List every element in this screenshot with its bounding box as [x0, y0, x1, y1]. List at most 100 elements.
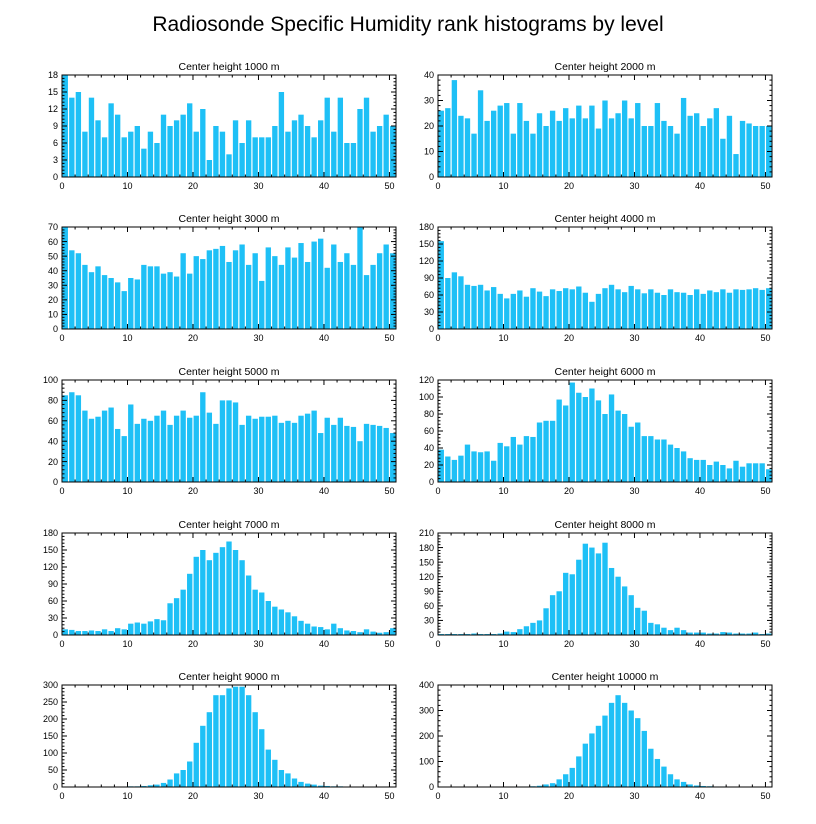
histogram-bar [337, 628, 344, 635]
histogram-bar [101, 275, 108, 329]
histogram-bar [648, 289, 654, 329]
histogram-bar [272, 606, 278, 635]
y-tick-label: 0 [429, 630, 434, 640]
x-tick-label: 30 [629, 333, 639, 343]
histogram-bar [88, 97, 95, 177]
histogram-bar [733, 633, 739, 635]
histogram-bar [213, 126, 219, 177]
histogram-bar [324, 417, 330, 482]
y-tick-label: 60 [424, 290, 434, 300]
histogram-bar [661, 766, 667, 787]
histogram-bar [200, 550, 206, 635]
histogram-bar [752, 463, 759, 482]
histogram-bar [265, 137, 271, 177]
histogram-bar [608, 567, 615, 635]
panel-title: Center height 8000 m [555, 519, 656, 531]
histogram-bar [674, 779, 680, 787]
histogram-bar [563, 108, 569, 177]
x-tick-label: 30 [629, 639, 639, 649]
histogram-bar [193, 556, 199, 635]
histogram-bar [576, 392, 582, 482]
histogram-bar [69, 97, 75, 177]
histogram-bar [82, 264, 88, 329]
histogram-bar [615, 576, 621, 635]
histogram-bar [311, 784, 317, 787]
histogram-bar [635, 289, 641, 329]
x-tick-label: 20 [564, 486, 574, 496]
histogram-bar [766, 288, 772, 329]
histogram-bar [82, 631, 88, 635]
histogram-bar [167, 272, 173, 329]
histogram-bar [318, 433, 324, 482]
histogram-bar [141, 623, 147, 635]
histogram-panel-5: Center height 5000 m 0 10 20 30 40 50 0 20 40 60 80… [43, 366, 397, 496]
histogram-bar [344, 143, 350, 177]
histogram-bar [311, 410, 317, 482]
histogram-bar [523, 436, 530, 482]
y-tick-label: 40 [424, 70, 434, 80]
x-tick-label: 40 [319, 639, 329, 649]
histogram-bar [654, 103, 661, 177]
histogram-bar [121, 629, 127, 635]
histogram-bar [160, 273, 167, 329]
histogram-bar [390, 628, 396, 635]
x-tick-label: 10 [498, 486, 508, 496]
histogram-bar [713, 108, 720, 177]
histogram-bar [523, 626, 530, 635]
histogram-bar [726, 115, 733, 177]
histogram-bar [344, 253, 350, 329]
histogram-bar [451, 459, 458, 482]
histogram-bar [667, 444, 674, 482]
y-tick-label: 80 [48, 396, 58, 406]
histogram-bar [219, 131, 226, 177]
histogram-bar [595, 725, 602, 787]
histogram-bar [510, 436, 516, 482]
histogram-bar [648, 436, 654, 482]
histogram-bar [114, 428, 121, 482]
y-tick-label: 50 [48, 765, 58, 775]
y-tick-label: 0 [429, 172, 434, 182]
x-tick-label: 10 [122, 791, 132, 801]
histogram-bar [445, 278, 451, 329]
y-tick-label: 210 [419, 528, 434, 538]
histogram-bar [654, 292, 661, 329]
y-tick-label: 60 [424, 426, 434, 436]
histogram-bar [95, 120, 101, 177]
y-tick-label: 12 [48, 104, 58, 114]
y-tick-label: 300 [419, 706, 434, 716]
histogram-bar [245, 695, 252, 787]
histogram-bar [602, 100, 608, 177]
histogram-bar [128, 404, 134, 482]
histogram-bar [726, 632, 733, 635]
histogram-bar [694, 113, 700, 177]
histogram-bar [504, 103, 510, 177]
histogram-bar [615, 410, 621, 482]
histogram-bar [285, 420, 291, 482]
histogram-bar [239, 686, 245, 787]
histogram-bar [556, 591, 562, 635]
histogram-bar [582, 292, 589, 329]
histogram-bar [101, 137, 108, 177]
histogram-bar [504, 298, 510, 329]
histogram-bar [510, 133, 516, 177]
histogram-bar [490, 460, 497, 482]
x-tick-label: 40 [319, 333, 329, 343]
histogram-bar [556, 779, 562, 787]
histogram-bar [311, 241, 317, 329]
histogram-bar [252, 589, 258, 635]
histogram-panel-8: Center height 8000 m 0 10 20 30 40 50 0 30 60 90 12… [419, 519, 773, 649]
histogram-bar [101, 410, 108, 482]
histogram-bar [108, 407, 114, 482]
histogram-bar [752, 632, 759, 635]
histogram-bar [291, 257, 298, 329]
histogram-bar [589, 547, 595, 635]
histogram-panel-9: Center height 9000 m 0 10 20 30 40 50 0 50 100 150… [43, 671, 397, 801]
histogram-bar [484, 451, 490, 482]
histogram-bar [549, 289, 556, 329]
histogram-bar [324, 785, 330, 787]
y-tick-label: 400 [419, 680, 434, 690]
y-tick-label: 30 [424, 307, 434, 317]
y-tick-label: 150 [419, 239, 434, 249]
histogram-bar [304, 783, 311, 787]
y-tick-label: 6 [53, 138, 58, 148]
